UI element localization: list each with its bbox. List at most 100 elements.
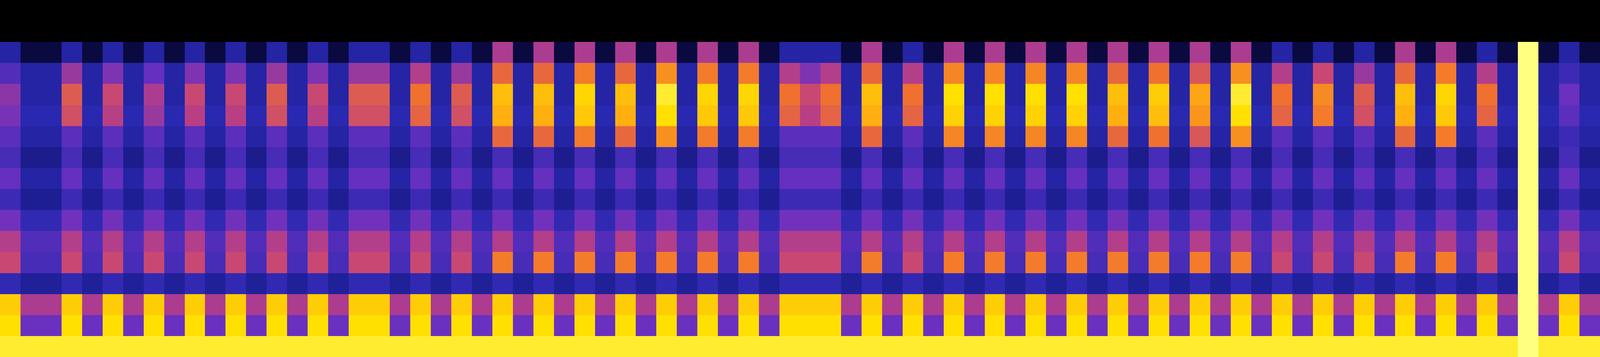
cell xyxy=(1517,146,1539,169)
cell xyxy=(738,209,760,232)
cell xyxy=(410,41,432,64)
cell xyxy=(1107,293,1129,316)
cell xyxy=(266,20,288,43)
cell xyxy=(287,314,309,337)
cell xyxy=(512,20,534,43)
cell xyxy=(471,230,493,253)
cell xyxy=(554,0,575,22)
cell xyxy=(1312,230,1334,253)
cell xyxy=(1579,293,1600,316)
cell xyxy=(1045,230,1067,253)
cell xyxy=(307,251,329,273)
cell xyxy=(1169,209,1191,232)
cell xyxy=(533,167,555,190)
cell xyxy=(1210,335,1232,357)
cell xyxy=(41,251,63,273)
cell xyxy=(635,209,657,232)
cell xyxy=(1251,146,1273,169)
cell xyxy=(287,251,309,273)
cell xyxy=(758,20,780,43)
cell xyxy=(1292,293,1314,316)
cell xyxy=(1497,20,1519,43)
cell xyxy=(841,105,863,127)
cell xyxy=(820,83,842,106)
cell xyxy=(328,188,350,211)
cell xyxy=(738,62,760,85)
cell xyxy=(1538,230,1560,253)
cell xyxy=(1415,272,1437,295)
cell xyxy=(225,20,247,43)
cell xyxy=(1415,293,1437,316)
cell xyxy=(656,0,678,22)
cell xyxy=(1045,0,1067,22)
cell xyxy=(1497,126,1519,148)
cell xyxy=(676,105,698,127)
cell xyxy=(41,167,63,190)
cell xyxy=(1004,230,1026,253)
cell xyxy=(943,0,965,22)
cell xyxy=(984,41,1006,64)
cell xyxy=(369,105,391,127)
cell xyxy=(615,188,637,211)
cell xyxy=(1374,20,1396,43)
cell xyxy=(1107,41,1129,64)
cell xyxy=(1292,0,1314,22)
cell xyxy=(1128,209,1150,232)
cell xyxy=(143,0,165,22)
cell xyxy=(656,293,678,316)
cell xyxy=(1476,20,1498,43)
cell xyxy=(1230,62,1252,85)
cell xyxy=(307,314,329,337)
cell xyxy=(0,83,21,106)
cell xyxy=(143,146,165,169)
cell xyxy=(82,314,104,337)
cell xyxy=(800,272,821,295)
cell xyxy=(943,209,965,232)
cell xyxy=(492,105,514,127)
cell xyxy=(204,146,226,169)
cell xyxy=(1292,209,1314,232)
cell xyxy=(1538,251,1560,273)
cell xyxy=(1374,0,1396,22)
cell xyxy=(902,62,924,85)
cell xyxy=(1271,20,1293,43)
cell xyxy=(676,167,698,190)
cell xyxy=(1087,314,1109,337)
cell xyxy=(430,209,452,232)
cell xyxy=(841,188,863,211)
cell xyxy=(1517,335,1539,357)
cell xyxy=(20,293,42,316)
cell xyxy=(1558,41,1580,64)
cell xyxy=(882,83,904,106)
cell xyxy=(964,167,986,190)
cell xyxy=(492,188,514,211)
cell xyxy=(1230,20,1252,43)
cell xyxy=(800,314,821,337)
cell xyxy=(1415,335,1437,357)
cell xyxy=(348,0,370,22)
cell xyxy=(554,20,575,43)
cell xyxy=(1271,41,1293,64)
cell xyxy=(656,62,678,85)
cell xyxy=(20,0,42,22)
cell xyxy=(245,0,267,22)
cell xyxy=(1251,62,1273,85)
cell xyxy=(964,230,986,253)
cell xyxy=(41,126,63,148)
cell xyxy=(0,146,21,169)
cell xyxy=(1251,0,1273,22)
cell xyxy=(1415,167,1437,190)
cell xyxy=(1476,146,1498,169)
cell xyxy=(1374,167,1396,190)
cell xyxy=(717,314,739,337)
cell xyxy=(369,20,391,43)
cell xyxy=(758,188,780,211)
cell xyxy=(471,272,493,295)
cell xyxy=(492,293,514,316)
cell xyxy=(451,335,473,357)
cell xyxy=(1538,41,1560,64)
cell xyxy=(1312,314,1334,337)
cell xyxy=(1517,314,1539,337)
cell xyxy=(635,230,657,253)
cell xyxy=(1579,314,1600,337)
